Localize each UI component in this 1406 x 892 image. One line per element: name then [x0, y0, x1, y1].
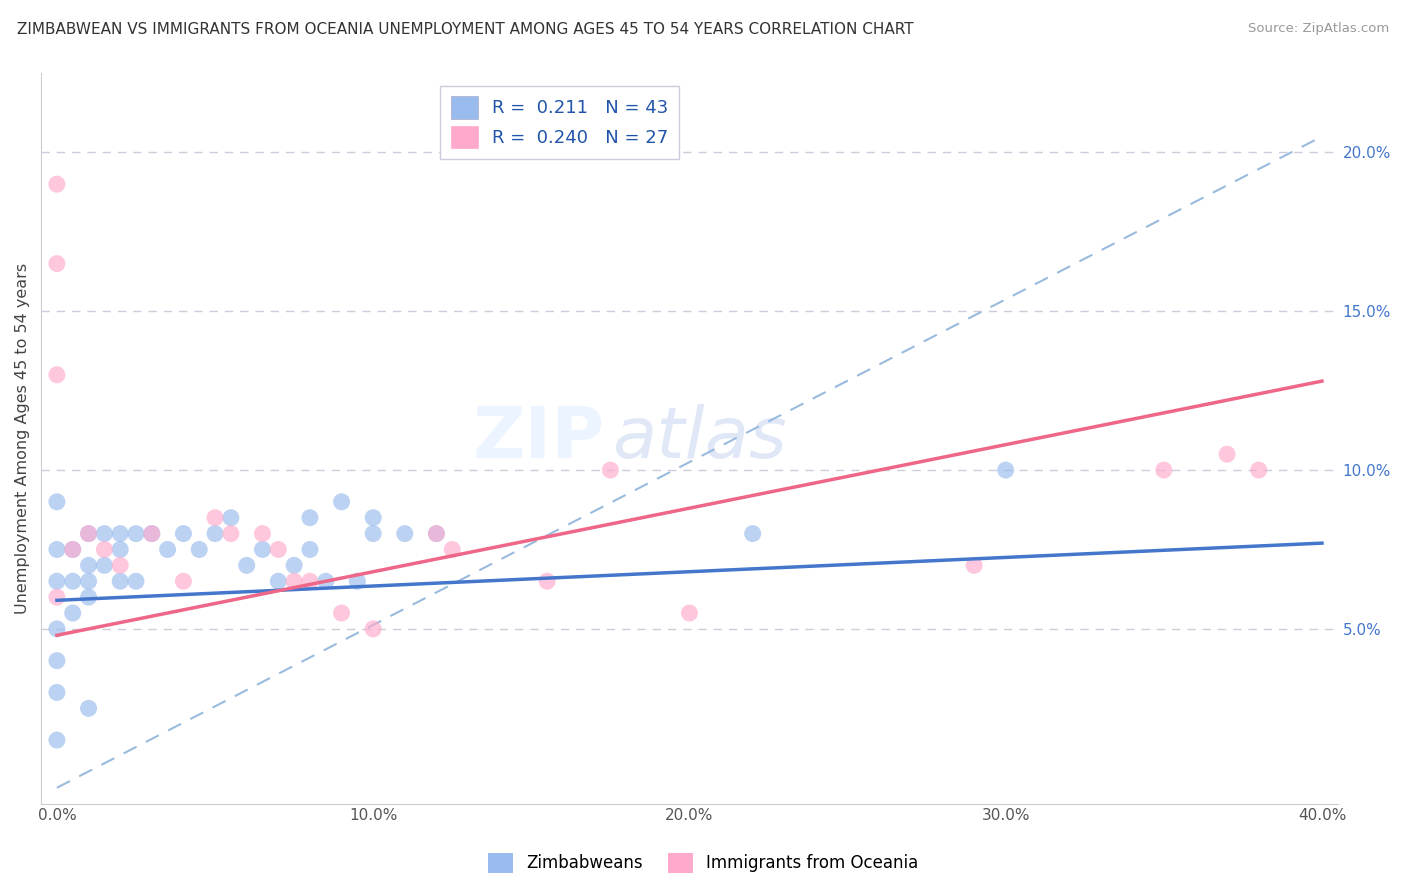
Point	[172, 574, 194, 589]
Point	[283, 574, 305, 589]
Point	[125, 526, 148, 541]
Point	[141, 526, 163, 541]
Point	[204, 526, 226, 541]
Point	[77, 574, 100, 589]
Point	[77, 701, 100, 715]
Point	[1247, 463, 1270, 477]
Point	[1153, 463, 1175, 477]
Point	[1216, 447, 1239, 461]
Point	[283, 558, 305, 573]
Point	[45, 733, 67, 747]
Point	[45, 654, 67, 668]
Point	[346, 574, 368, 589]
Point	[172, 526, 194, 541]
Point	[125, 574, 148, 589]
Point	[77, 526, 100, 541]
Point	[298, 542, 321, 557]
Point	[45, 590, 67, 604]
Legend: R =  0.211   N = 43, R =  0.240   N = 27: R = 0.211 N = 43, R = 0.240 N = 27	[440, 86, 679, 159]
Point	[235, 558, 257, 573]
Legend: Zimbabweans, Immigrants from Oceania: Zimbabweans, Immigrants from Oceania	[481, 847, 925, 880]
Point	[108, 574, 131, 589]
Point	[77, 526, 100, 541]
Point	[252, 542, 274, 557]
Point	[963, 558, 986, 573]
Point	[45, 368, 67, 382]
Point	[330, 606, 353, 620]
Point	[441, 542, 464, 557]
Point	[45, 685, 67, 699]
Point	[45, 542, 67, 557]
Point	[62, 606, 84, 620]
Point	[678, 606, 700, 620]
Point	[536, 574, 558, 589]
Point	[361, 622, 384, 636]
Y-axis label: Unemployment Among Ages 45 to 54 years: Unemployment Among Ages 45 to 54 years	[15, 263, 30, 614]
Point	[741, 526, 763, 541]
Point	[994, 463, 1017, 477]
Point	[425, 526, 447, 541]
Point	[45, 622, 67, 636]
Point	[62, 542, 84, 557]
Point	[77, 558, 100, 573]
Point	[108, 558, 131, 573]
Text: Source: ZipAtlas.com: Source: ZipAtlas.com	[1249, 22, 1389, 36]
Point	[45, 177, 67, 191]
Text: ZIP: ZIP	[472, 404, 605, 473]
Text: atlas: atlas	[612, 404, 786, 473]
Point	[45, 574, 67, 589]
Point	[62, 542, 84, 557]
Point	[425, 526, 447, 541]
Point	[219, 510, 242, 524]
Point	[45, 256, 67, 270]
Point	[93, 558, 115, 573]
Point	[188, 542, 211, 557]
Point	[361, 510, 384, 524]
Point	[361, 526, 384, 541]
Point	[267, 542, 290, 557]
Point	[93, 526, 115, 541]
Point	[204, 510, 226, 524]
Point	[77, 590, 100, 604]
Point	[394, 526, 416, 541]
Point	[252, 526, 274, 541]
Point	[298, 510, 321, 524]
Point	[141, 526, 163, 541]
Point	[93, 542, 115, 557]
Point	[599, 463, 621, 477]
Point	[62, 574, 84, 589]
Point	[108, 542, 131, 557]
Point	[156, 542, 179, 557]
Text: ZIMBABWEAN VS IMMIGRANTS FROM OCEANIA UNEMPLOYMENT AMONG AGES 45 TO 54 YEARS COR: ZIMBABWEAN VS IMMIGRANTS FROM OCEANIA UN…	[17, 22, 914, 37]
Point	[315, 574, 337, 589]
Point	[108, 526, 131, 541]
Point	[298, 574, 321, 589]
Point	[219, 526, 242, 541]
Point	[45, 495, 67, 509]
Point	[267, 574, 290, 589]
Point	[330, 495, 353, 509]
